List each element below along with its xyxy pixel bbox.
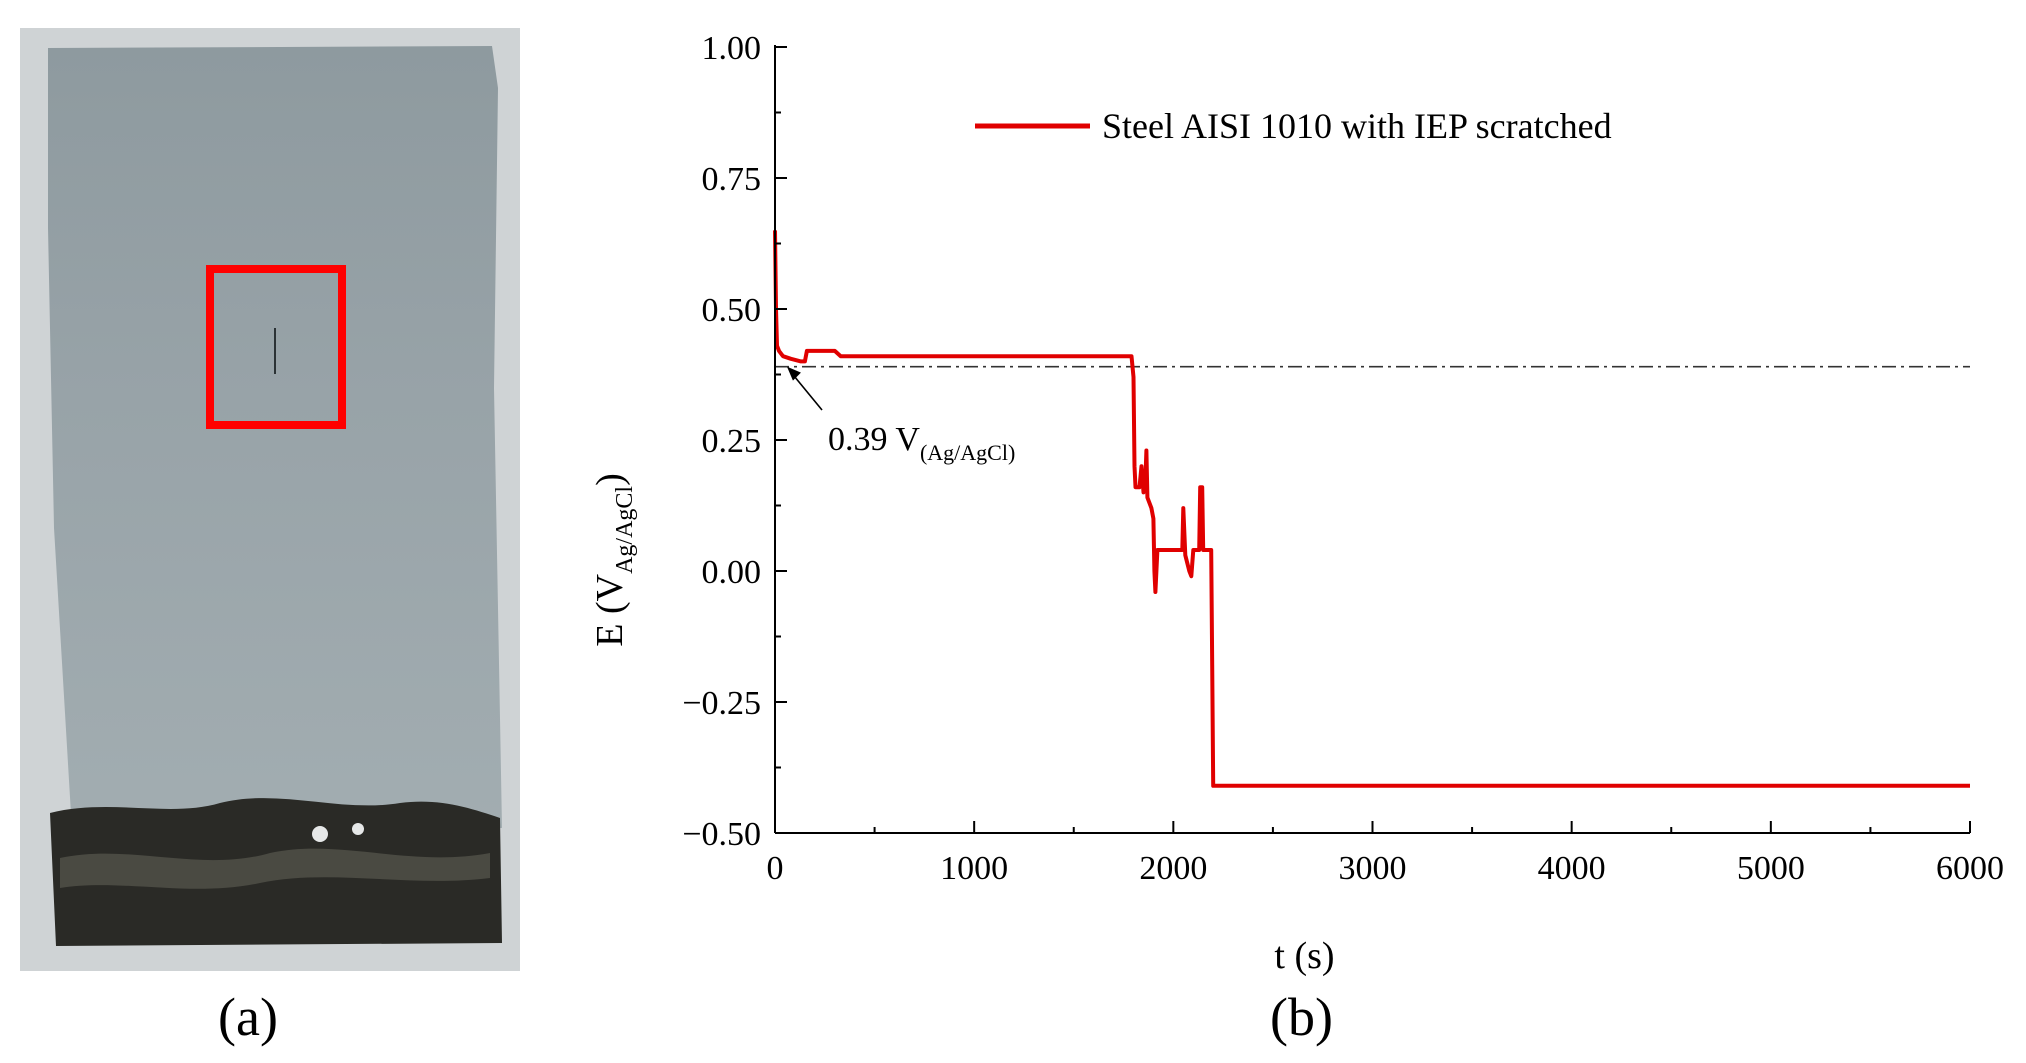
x-axis-title: t (s)	[1274, 935, 1334, 977]
annotation-label: 0.39 V(Ag/AgCl)	[828, 421, 1015, 465]
x-tick-label: 1000	[940, 850, 1008, 887]
panel-a-label: (a)	[218, 987, 278, 1047]
y-tick-label: 0.75	[702, 161, 762, 198]
annotation-sub: (Ag/AgCl)	[920, 440, 1015, 465]
specimen-photo	[20, 28, 520, 971]
y-axis-title-main: E (V	[589, 573, 631, 646]
x-tick-label: 6000	[1936, 850, 2004, 887]
y-tick-label: 0.25	[702, 423, 762, 460]
svg-text:E (VAg/AgCl): E (VAg/AgCl)	[589, 473, 638, 646]
x-tick-label: 5000	[1737, 850, 1805, 887]
x-tick-label: 2000	[1139, 850, 1207, 887]
legend: Steel AISI 1010 with IEP scratched	[975, 106, 1612, 146]
annotation-arrowhead	[786, 366, 801, 381]
x-tick-label: 0	[767, 850, 784, 887]
y-axis-title-sub: Ag/AgCl	[612, 486, 638, 574]
y-axis-title-close: )	[589, 473, 631, 486]
annotation-arrow	[792, 374, 823, 411]
series-line	[773, 230, 1970, 788]
y-tick-label: −0.25	[682, 685, 761, 722]
y-tick-label: 0.50	[702, 292, 762, 329]
scratch-highlight-box	[206, 265, 346, 429]
y-tick-label: 1.00	[702, 30, 762, 67]
panel-b-label: (b)	[1270, 987, 1333, 1047]
x-tick-label: 4000	[1538, 850, 1606, 887]
annotation: 0.39 V(Ag/AgCl)	[786, 366, 1015, 465]
coated-steel-plate	[48, 46, 502, 831]
y-axis-title: E (VAg/AgCl)	[589, 473, 638, 646]
x-tick-label: 3000	[1339, 850, 1407, 887]
specimen-photo-illustration	[20, 28, 520, 971]
annotation-main: 0.39 V	[828, 421, 920, 458]
y-tick-label: −0.50	[682, 816, 761, 853]
y-tick-label: 0.00	[702, 554, 762, 591]
legend-label: Steel AISI 1010 with IEP scratched	[1102, 106, 1612, 146]
